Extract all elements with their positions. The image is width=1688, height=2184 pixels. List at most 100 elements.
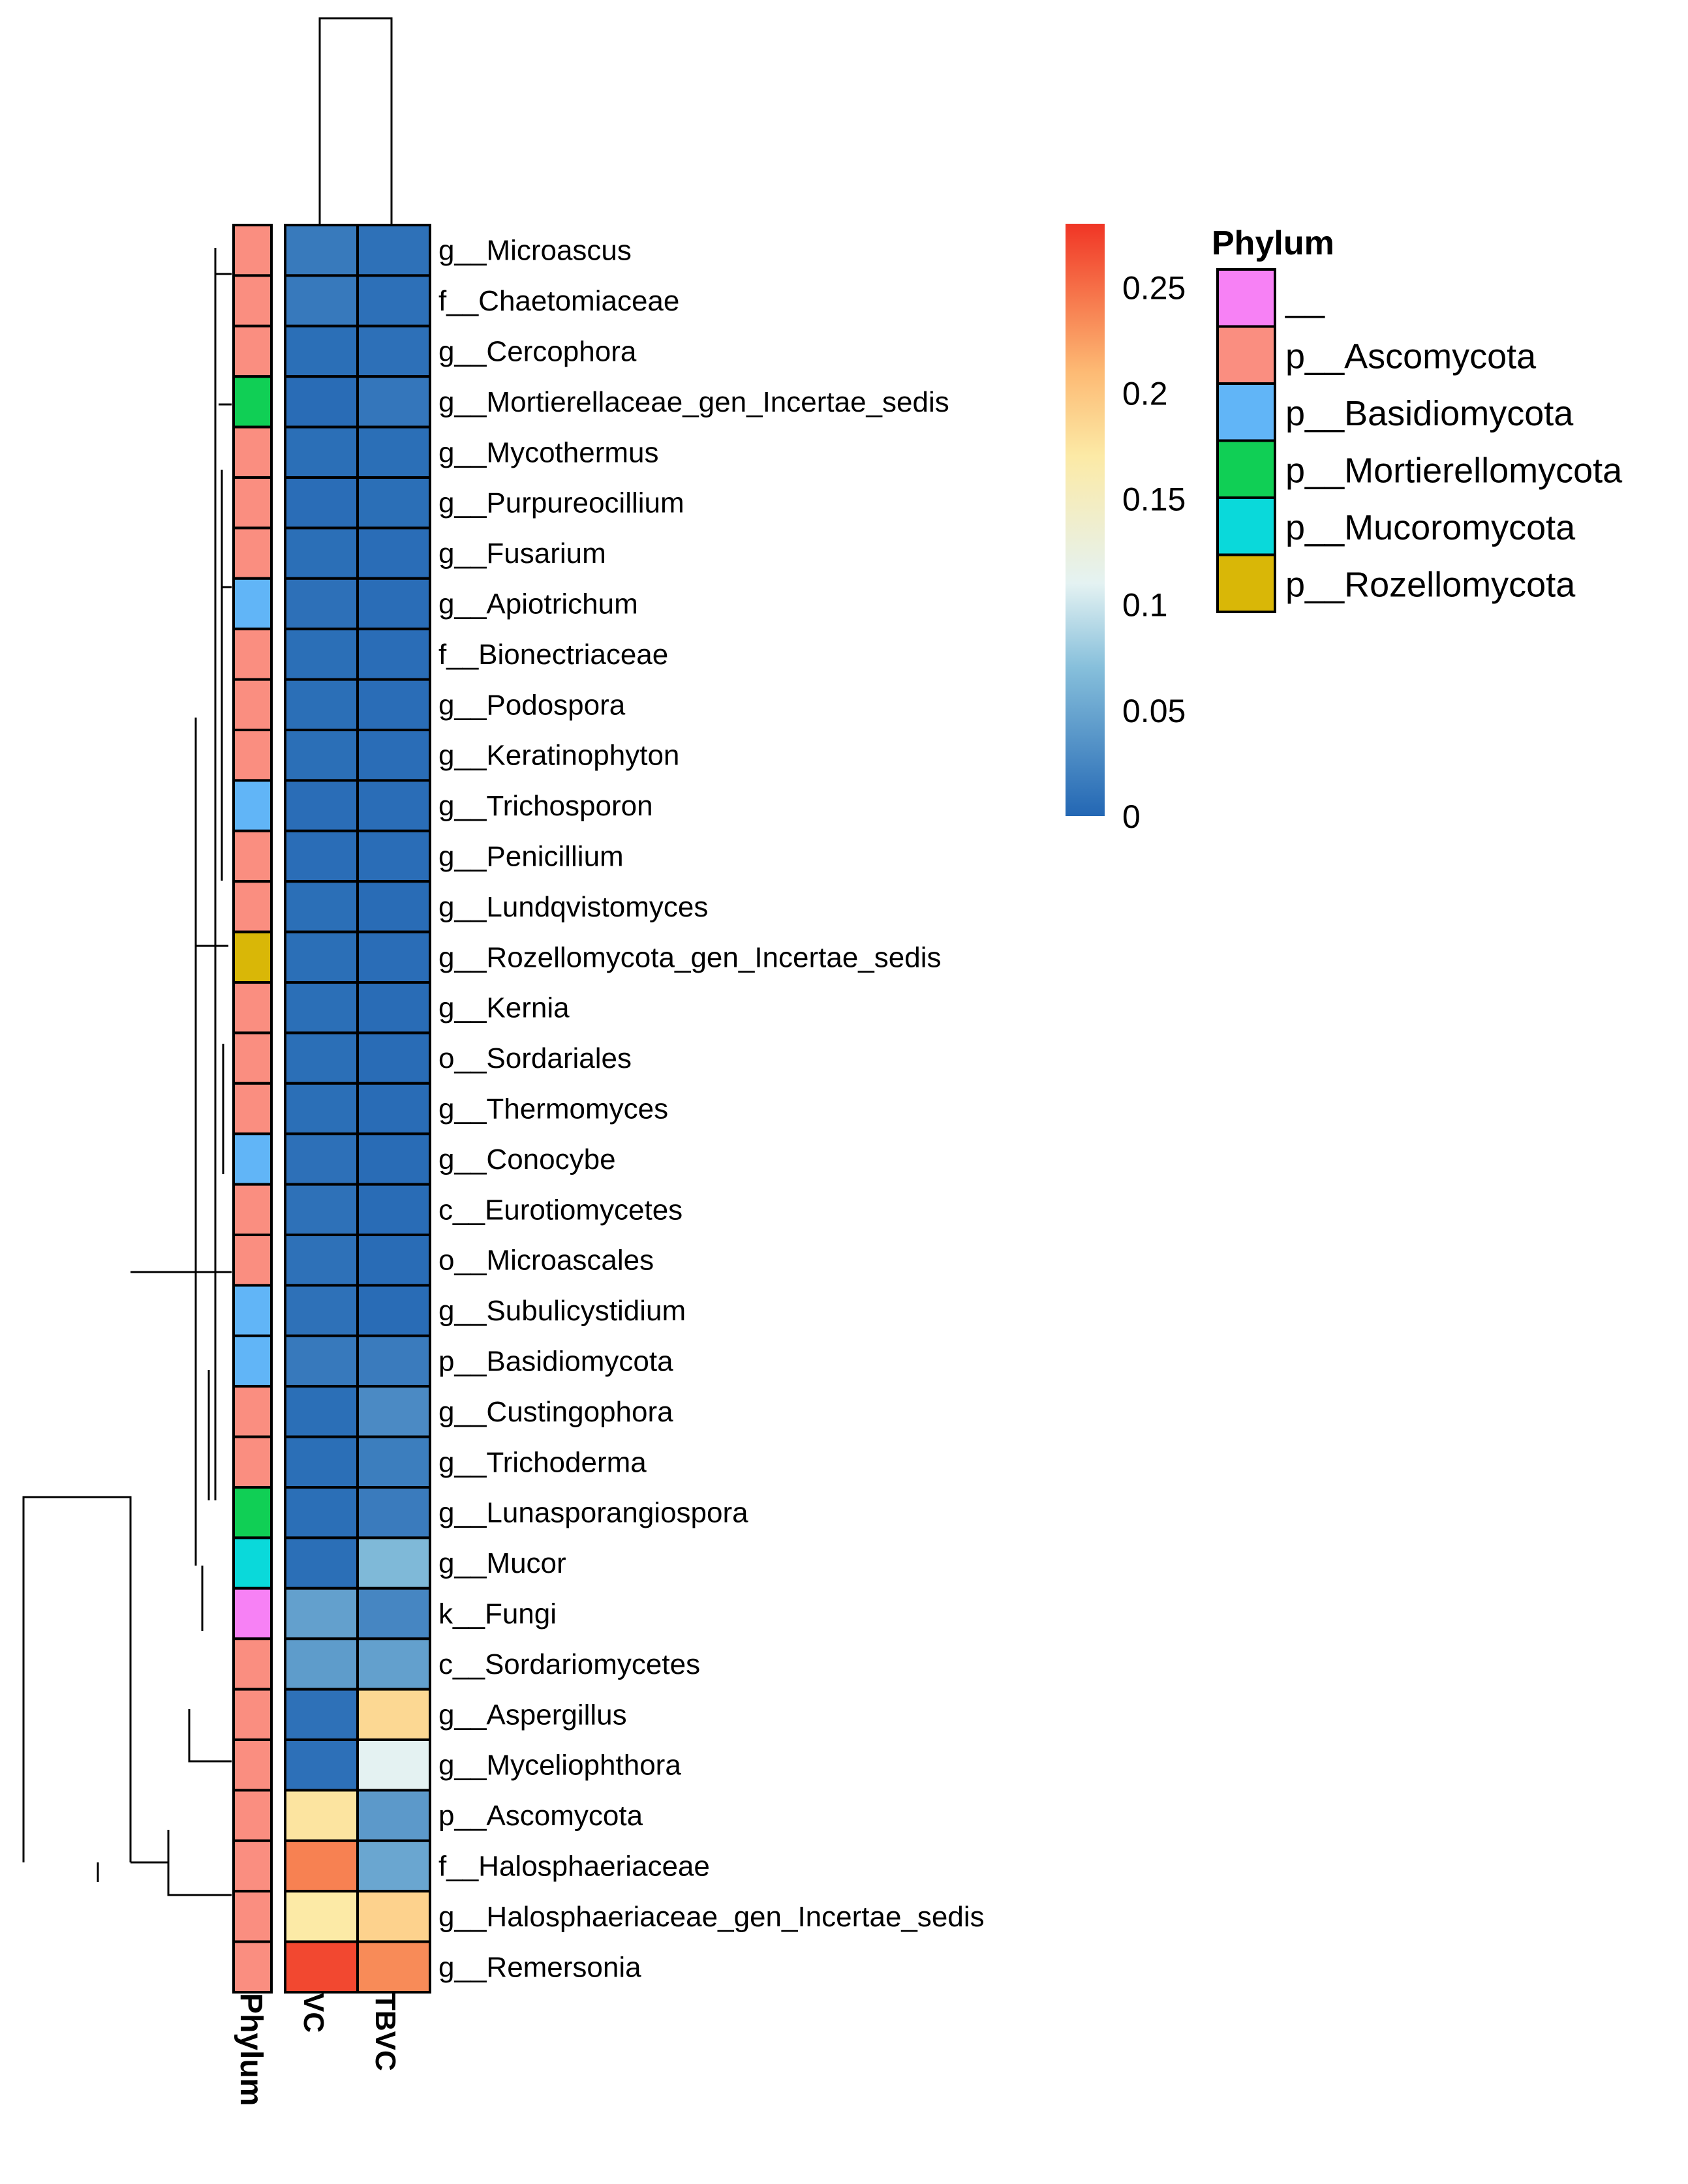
cell-c-eurotiomycetes-vc — [284, 1183, 359, 1236]
row-label-g-custingophora: g__Custingophora — [438, 1396, 673, 1428]
legend-title: Phylum — [1212, 224, 1334, 262]
cell-g-podospora-vc — [284, 678, 359, 731]
colorbar-tick-0: 0 — [1122, 798, 1141, 835]
cell-g-lunasporangiospora-vc — [284, 1486, 359, 1539]
row-label-g-podospora: g__Podospora — [438, 689, 626, 721]
phylum-cell-f-chaetomiaceae — [232, 274, 273, 327]
cell-g-trichoderma-tbvc — [356, 1435, 431, 1489]
cell-o-sordariales-tbvc — [356, 1031, 431, 1085]
legend-label-p-mortierellomycota: p__Mortierellomycota — [1285, 451, 1623, 490]
row-label-c-eurotiomycetes: c__Eurotiomycetes — [438, 1194, 683, 1226]
cell-g-mycothermus-vc — [284, 425, 359, 479]
row-label-g-halosphaeriaceae-gen-incertae-sedis: g__Halosphaeriaceae_gen_Incertae_sedis — [438, 1901, 985, 1933]
colorbar-tick-0-15: 0.15 — [1122, 481, 1186, 518]
cell-g-cercophora-vc — [284, 324, 359, 378]
row-label-g-myceliophthora: g__Myceliophthora — [438, 1750, 681, 1782]
phylum-cell-g-lundqvistomyces — [232, 880, 273, 933]
phylum-cell-g-lunasporangiospora — [232, 1486, 273, 1539]
cell-g-custingophora-vc — [284, 1385, 359, 1438]
cell-g-penicillium-vc — [284, 829, 359, 883]
cell-g-apiotrichum-vc — [284, 577, 359, 631]
row-label-o-microascales: o__Microascales — [438, 1245, 654, 1277]
phylum-annotation-title: Phylum — [234, 1993, 268, 2106]
cell-p-basidiomycota-tbvc — [356, 1334, 431, 1388]
row-label-k-fungi: k__Fungi — [438, 1598, 557, 1630]
cell-k-fungi-vc — [284, 1586, 359, 1641]
cell-o-microascales-vc — [284, 1234, 359, 1287]
cell-c-sordariomycetes-tbvc — [356, 1637, 431, 1691]
phylum-cell-g-mortierellaceae-gen-incertae-sedis — [232, 375, 273, 429]
cell-g-keratinophyton-tbvc — [356, 729, 431, 782]
phylum-cell-g-mucor — [232, 1536, 273, 1590]
row-label-g-rozellomycota-gen-incertae-sedis: g__Rozellomycota_gen_Incertae_sedis — [438, 941, 942, 973]
legend-label-p-rozellomycota: p__Rozellomycota — [1285, 565, 1576, 604]
cell-f-halosphaeriaceae-vc — [284, 1839, 359, 1893]
row-label-g-trichosporon: g__Trichosporon — [438, 790, 653, 822]
row-label-g-keratinophyton: g__Keratinophyton — [438, 740, 679, 772]
cell-g-lunasporangiospora-tbvc — [356, 1486, 431, 1539]
phylum-cell-g-keratinophyton — [232, 729, 273, 782]
cell-g-rozellomycota-gen-incertae-sedis-vc — [284, 930, 359, 984]
phylum-cell-g-trichoderma — [232, 1435, 273, 1489]
row-label-g-thermomyces: g__Thermomyces — [438, 1093, 668, 1125]
row-label-g-lundqvistomyces: g__Lundqvistomyces — [438, 891, 708, 923]
cell-p-ascomycota-vc — [284, 1789, 359, 1842]
cell-g-halosphaeriaceae-gen-incertae-sedis-vc — [284, 1890, 359, 1943]
cell-g-remersonia-tbvc — [356, 1940, 431, 1994]
phylum-cell-g-apiotrichum — [232, 577, 273, 631]
phylum-cell-g-penicillium — [232, 829, 273, 883]
cell-g-fusarium-vc — [284, 526, 359, 580]
cell-g-penicillium-tbvc — [356, 829, 431, 883]
phylum-annotation-column — [232, 224, 273, 1994]
row-label-p-basidiomycota: p__Basidiomycota — [438, 1346, 673, 1378]
colorbar-tick-0-1: 0.1 — [1122, 587, 1168, 624]
cell-g-podospora-tbvc — [356, 678, 431, 731]
phylum-cell-g-cercophora — [232, 324, 273, 378]
cell-g-remersonia-vc — [284, 1940, 359, 1994]
cell-c-sordariomycetes-vc — [284, 1637, 359, 1691]
cell-o-sordariales-vc — [284, 1031, 359, 1085]
phylum-cell-g-trichosporon — [232, 779, 273, 832]
phylum-cell-o-sordariales — [232, 1031, 273, 1085]
heatmap-cells — [284, 224, 431, 1994]
phylum-cell-c-eurotiomycetes — [232, 1183, 273, 1236]
colorbar-gradient — [1066, 224, 1105, 816]
row-label-g-lunasporangiospora: g__Lunasporangiospora — [438, 1497, 748, 1529]
cell-g-purpureocillium-tbvc — [356, 476, 431, 530]
cell-g-mortierellaceae-gen-incertae-sedis-vc — [284, 375, 359, 429]
row-label-g-aspergillus: g__Aspergillus — [438, 1699, 627, 1731]
row-label-g-mucor: g__Mucor — [438, 1547, 566, 1579]
phylum-cell-o-microascales — [232, 1234, 273, 1287]
cell-g-fusarium-tbvc — [356, 526, 431, 580]
colorbar-tick-0-25: 0.25 — [1122, 269, 1186, 306]
cell-g-myceliophthora-tbvc — [356, 1738, 431, 1792]
cell-g-mucor-tbvc — [356, 1536, 431, 1590]
cell-g-thermomyces-tbvc — [356, 1082, 431, 1136]
legend-label-p-mucoromycota: p__Mucoromycota — [1285, 508, 1576, 547]
cell-g-conocybe-vc — [284, 1132, 359, 1186]
phylum-cell-g-subulicystidium — [232, 1284, 273, 1337]
row-label-f-chaetomiaceae: f__Chaetomiaceae — [438, 285, 679, 317]
cell-o-microascales-tbvc — [356, 1234, 431, 1287]
phylum-cell-g-mycothermus — [232, 425, 273, 479]
cell-g-halosphaeriaceae-gen-incertae-sedis-tbvc — [356, 1890, 431, 1943]
cell-g-lundqvistomyces-tbvc — [356, 880, 431, 933]
cell-g-conocybe-tbvc — [356, 1132, 431, 1186]
cell-g-subulicystidium-tbvc — [356, 1284, 431, 1337]
row-label-g-mycothermus: g__Mycothermus — [438, 436, 658, 468]
cell-f-halosphaeriaceae-tbvc — [356, 1839, 431, 1893]
row-label-g-penicillium: g__Penicillium — [438, 841, 624, 873]
cell-g-aspergillus-vc — [284, 1688, 359, 1742]
row-dendrogram — [22, 248, 232, 1896]
row-labels: g__Microascus f__Chaetomiaceae g__Cercopho… — [438, 235, 985, 1984]
cell-p-ascomycota-tbvc — [356, 1789, 431, 1842]
cell-g-microascus-tbvc — [356, 224, 431, 277]
cell-g-kernia-tbvc — [356, 981, 431, 1035]
cell-g-myceliophthora-vc — [284, 1738, 359, 1792]
column-label-tbvc: TBVC — [369, 1993, 401, 2071]
phylum-cell-k-fungi — [232, 1586, 273, 1641]
phylum-cell-g-remersonia — [232, 1940, 273, 1994]
cell-k-fungi-tbvc — [356, 1586, 431, 1641]
row-label-g-trichoderma: g__Trichoderma — [438, 1446, 647, 1478]
legend-label-unassigned: __ — [1285, 280, 1325, 319]
